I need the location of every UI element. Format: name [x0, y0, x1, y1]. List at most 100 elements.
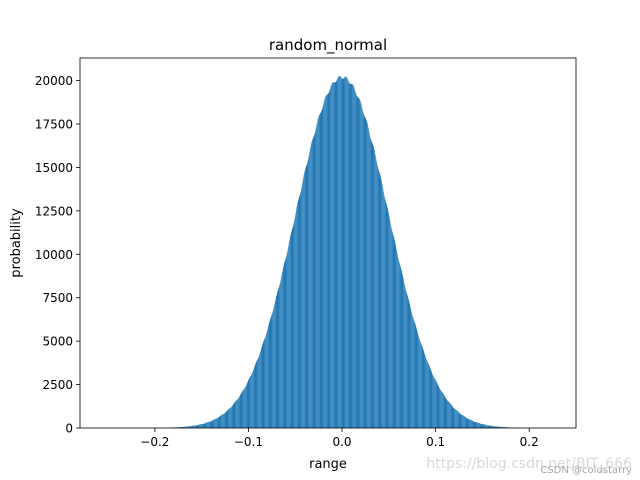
x-tick-label: 0.2: [520, 435, 539, 449]
histogram-bar: [368, 128, 369, 428]
histogram-bar: [343, 77, 345, 428]
histogram-bar: [302, 180, 304, 428]
histogram-bar: [335, 82, 337, 428]
histogram-bar: [380, 176, 381, 428]
histogram-bar: [335, 81, 337, 429]
histogram-bar: [178, 427, 180, 428]
histogram-bar: [258, 356, 260, 428]
y-axis-label: probability: [9, 208, 24, 278]
histogram-bar: [251, 373, 253, 428]
histogram-bar: [350, 83, 352, 429]
histogram-bar: [267, 328, 269, 428]
histogram-bar: [492, 425, 494, 428]
histogram-bar: [494, 426, 496, 428]
histogram-bar: [403, 280, 404, 428]
histogram-bar: [485, 424, 487, 428]
histogram-bar: [281, 274, 283, 428]
histogram-bar: [369, 133, 370, 428]
histogram-bar: [475, 422, 477, 428]
histogram-bar: [488, 425, 489, 428]
histogram-bar: [391, 230, 393, 428]
histogram-bar: [283, 267, 284, 428]
histogram-bar: [244, 388, 245, 428]
histogram-bar: [218, 417, 219, 428]
histogram-bar: [234, 402, 235, 428]
histogram-bar: [384, 196, 385, 428]
histogram-bar: [420, 343, 422, 428]
histogram-bar: [189, 426, 191, 428]
histogram-bar: [313, 136, 315, 428]
histogram-bar: [398, 259, 399, 428]
histogram-bar: [182, 427, 184, 428]
histogram-bar: [462, 415, 463, 428]
histogram-bar: [418, 336, 419, 428]
histogram-bar: [501, 427, 503, 428]
histogram-bar: [397, 255, 398, 428]
histogram-bar: [464, 416, 466, 428]
histogram-bar: [367, 124, 368, 429]
histogram-bar: [353, 87, 355, 429]
histogram-bar: [438, 387, 440, 428]
histogram-bar: [491, 425, 492, 428]
histogram-bar: [262, 345, 263, 428]
histogram-bar: [439, 388, 440, 428]
histogram-bar: [358, 98, 360, 428]
histogram-bar: [311, 143, 312, 429]
histogram-bar: [202, 423, 204, 428]
histogram-bar: [323, 101, 325, 429]
histogram-bar: [412, 317, 414, 428]
histogram-bar: [393, 236, 395, 428]
histogram-bar: [334, 82, 336, 428]
histogram-bar: [323, 103, 324, 428]
histogram-bar: [190, 426, 192, 428]
histogram-bar: [483, 424, 484, 428]
histogram-bar: [500, 426, 502, 428]
histogram-bar: [294, 219, 295, 428]
histogram-bar: [414, 322, 416, 428]
histogram-bar: [382, 186, 383, 428]
histogram-bar: [295, 214, 296, 428]
histogram-bar: [372, 145, 374, 428]
histogram-bar: [181, 427, 183, 428]
histogram-bar: [392, 231, 393, 428]
histogram-bar: [229, 408, 231, 428]
histogram-bar: [278, 288, 279, 428]
histogram-bar: [227, 409, 228, 428]
histogram-bar: [243, 389, 245, 428]
y-tick-label: 15000: [35, 161, 73, 175]
histogram-bar: [291, 228, 293, 428]
histogram-bar: [469, 419, 470, 428]
histogram-bar: [234, 401, 236, 428]
histogram-bar: [394, 242, 396, 428]
histogram-bar: [317, 121, 318, 429]
histogram-bar: [301, 187, 302, 428]
histogram-bar: [367, 126, 369, 429]
histogram-bar: [435, 379, 436, 428]
histogram-bar: [473, 421, 475, 428]
histogram-bar: [342, 78, 344, 429]
histogram-bar: [422, 347, 424, 428]
histogram-bar: [433, 377, 435, 428]
histogram-bar: [489, 425, 491, 428]
histogram-bar: [195, 425, 197, 428]
histogram-bar: [475, 422, 476, 428]
histogram-bar: [305, 169, 306, 428]
histogram-bar: [231, 407, 232, 428]
histogram-bar: [378, 169, 379, 428]
histogram-bar: [415, 323, 416, 428]
histogram-bar: [181, 427, 182, 428]
histogram-bar: [312, 138, 314, 428]
histogram-bar: [414, 321, 415, 428]
histogram-bar: [346, 77, 347, 429]
histogram-bar: [482, 424, 484, 428]
histogram-bar: [340, 76, 341, 429]
histogram-bar: [292, 225, 294, 428]
histogram-bar: [361, 107, 363, 429]
histogram-bar: [310, 145, 312, 428]
histogram-bar: [385, 201, 387, 428]
histogram-bar: [223, 413, 225, 428]
histogram-bar: [342, 78, 344, 428]
histogram-bar: [249, 377, 250, 428]
histogram-bar: [502, 427, 504, 428]
histogram-bar: [488, 425, 490, 428]
